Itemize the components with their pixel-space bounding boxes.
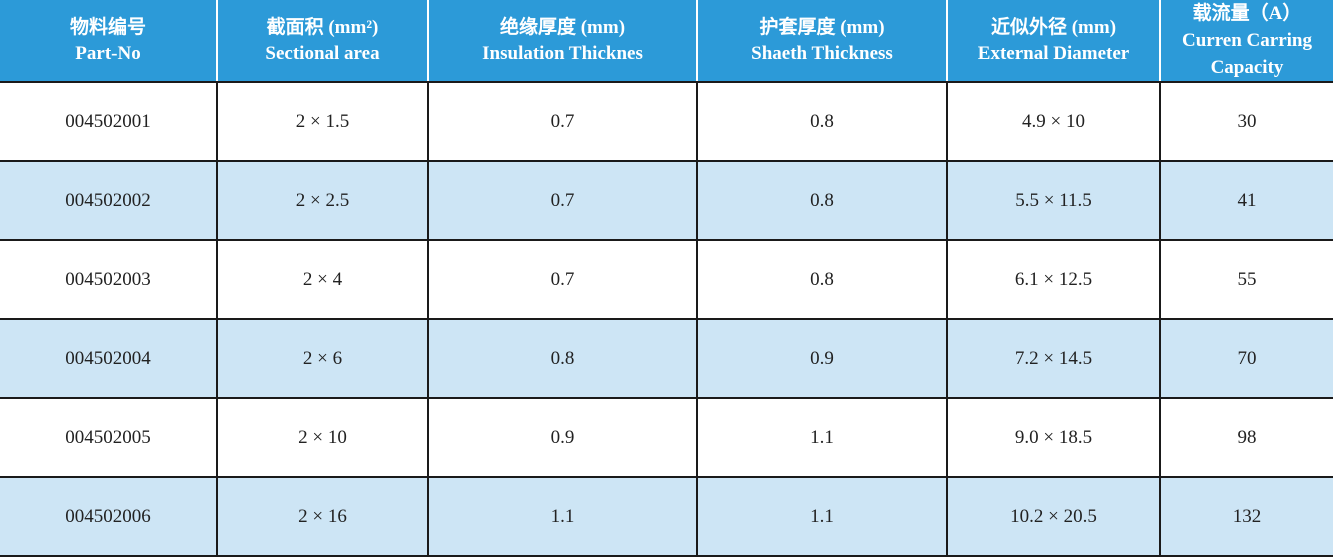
header-sheath-thickness-zh: 护套厚度 (mm) xyxy=(759,16,885,38)
cell-part-no: 004502001 xyxy=(0,82,218,162)
cell-part-no: 004502004 xyxy=(0,319,218,399)
header-sectional-area-zh: 截面积 (mm²) xyxy=(266,16,379,38)
header-sheath-thickness-en: Shaeth Thickness xyxy=(751,42,893,64)
table-row: 004502005 2 × 10 0.9 1.1 9.0 × 18.5 98 xyxy=(0,398,1333,478)
header-insulation-thickness-zh: 绝缘厚度 (mm) xyxy=(499,16,626,38)
cell-carrying-capacity: 30 xyxy=(1160,82,1333,162)
header-carrying-capacity-en: Curren Carring xyxy=(1182,30,1312,51)
cell-sheath-thickness: 0.8 xyxy=(697,161,948,241)
header-insulation-thickness: 绝缘厚度 (mm) Insulation Thicknes xyxy=(428,0,698,83)
table-row: 004502004 2 × 6 0.8 0.9 7.2 × 14.5 70 xyxy=(0,319,1333,399)
table-row: 004502006 2 × 16 1.1 1.1 10.2 × 20.5 132 xyxy=(0,477,1333,557)
cell-external-diameter: 9.0 × 18.5 xyxy=(947,398,1161,478)
header-sectional-area-en: Sectional area xyxy=(265,42,380,64)
table-body: 004502001 2 × 1.5 0.7 0.8 4.9 × 10 30 00… xyxy=(0,82,1333,557)
table-row: 004502002 2 × 2.5 0.7 0.8 5.5 × 11.5 41 xyxy=(0,161,1333,241)
cell-sheath-thickness: 0.9 xyxy=(697,319,948,399)
cell-insulation-thickness: 0.8 xyxy=(428,319,698,399)
header-external-diameter-zh: 近似外径 (mm) xyxy=(990,16,1117,38)
cell-insulation-thickness: 0.7 xyxy=(428,240,698,320)
cell-insulation-thickness: 0.7 xyxy=(428,82,698,162)
header-carrying-capacity: 载流量（A） Curren Carring Capacity xyxy=(1160,0,1333,83)
header-part-no-zh: 物料编号 xyxy=(69,16,146,38)
cell-sheath-thickness: 0.8 xyxy=(697,240,948,320)
cell-sectional-area: 2 × 10 xyxy=(217,398,429,478)
cell-insulation-thickness: 1.1 xyxy=(428,477,698,557)
table-row: 004502001 2 × 1.5 0.7 0.8 4.9 × 10 30 xyxy=(0,82,1333,162)
cell-sectional-area: 2 × 1.5 xyxy=(217,82,429,162)
cell-external-diameter: 6.1 × 12.5 xyxy=(947,240,1161,320)
cell-sheath-thickness: 1.1 xyxy=(697,398,948,478)
cell-insulation-thickness: 0.9 xyxy=(428,398,698,478)
header-row: 物料编号 Part-No 截面积 (mm²) Sectional area 绝缘… xyxy=(0,0,1333,83)
cell-external-diameter: 5.5 × 11.5 xyxy=(947,161,1161,241)
cell-sectional-area: 2 × 2.5 xyxy=(217,161,429,241)
cell-sheath-thickness: 1.1 xyxy=(697,477,948,557)
cell-external-diameter: 7.2 × 14.5 xyxy=(947,319,1161,399)
header-external-diameter-en: External Diameter xyxy=(977,42,1130,64)
header-sectional-area: 截面积 (mm²) Sectional area xyxy=(217,0,429,83)
cell-part-no: 004502002 xyxy=(0,161,218,241)
header-external-diameter: 近似外径 (mm) External Diameter xyxy=(947,0,1161,83)
header-carrying-capacity-en-2: Capacity xyxy=(1210,57,1284,78)
cell-part-no: 004502005 xyxy=(0,398,218,478)
cell-sectional-area: 2 × 6 xyxy=(217,319,429,399)
cell-carrying-capacity: 41 xyxy=(1160,161,1333,241)
cell-carrying-capacity: 70 xyxy=(1160,319,1333,399)
cell-external-diameter: 4.9 × 10 xyxy=(947,82,1161,162)
cell-sectional-area: 2 × 16 xyxy=(217,477,429,557)
cell-carrying-capacity: 55 xyxy=(1160,240,1333,320)
cell-part-no: 004502003 xyxy=(0,240,218,320)
cell-sheath-thickness: 0.8 xyxy=(697,82,948,162)
cell-carrying-capacity: 98 xyxy=(1160,398,1333,478)
header-sheath-thickness: 护套厚度 (mm) Shaeth Thickness xyxy=(697,0,948,83)
cell-external-diameter: 10.2 × 20.5 xyxy=(947,477,1161,557)
cell-sectional-area: 2 × 4 xyxy=(217,240,429,320)
header-part-no: 物料编号 Part-No xyxy=(0,0,218,83)
header-insulation-thickness-en: Insulation Thicknes xyxy=(482,42,643,64)
header-part-no-en: Part-No xyxy=(75,42,141,64)
table-row: 004502003 2 × 4 0.7 0.8 6.1 × 12.5 55 xyxy=(0,240,1333,320)
header-carrying-capacity-zh: 载流量（A） xyxy=(1192,3,1302,24)
cell-insulation-thickness: 0.7 xyxy=(428,161,698,241)
cell-part-no: 004502006 xyxy=(0,477,218,557)
cell-carrying-capacity: 132 xyxy=(1160,477,1333,557)
table-header: 物料编号 Part-No 截面积 (mm²) Sectional area 绝缘… xyxy=(0,0,1333,83)
